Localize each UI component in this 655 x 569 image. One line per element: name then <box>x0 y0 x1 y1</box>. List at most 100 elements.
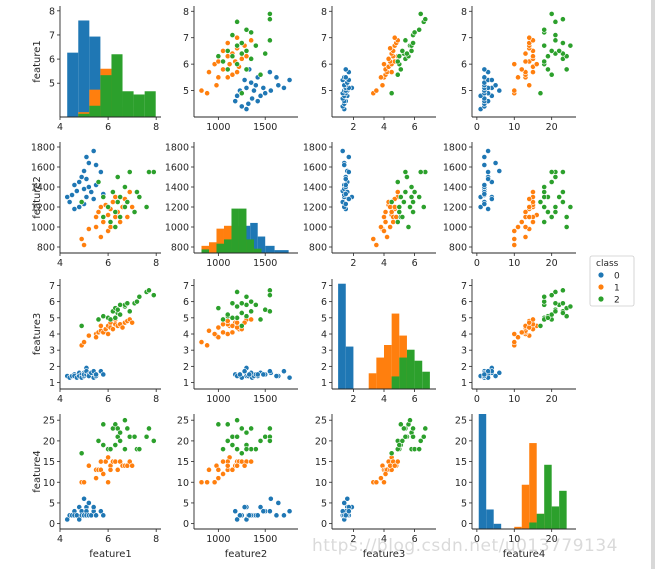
scatter-point-class-1 <box>93 475 99 482</box>
y-tick-label: 20 <box>43 436 55 447</box>
x-tick-label: 8 <box>153 394 159 405</box>
scatter-point-class-0 <box>260 508 267 515</box>
y-tick-label: 8 <box>183 7 189 18</box>
hist-bar-class-2 <box>406 349 415 389</box>
x-tick-label: 8 <box>153 122 159 133</box>
scatter-point-class-0 <box>234 92 240 99</box>
scatter-point-class-0 <box>341 162 348 168</box>
scatter-point-class-1 <box>248 316 255 323</box>
scatter-point-class-0 <box>241 77 248 83</box>
scatter-point-class-1 <box>112 194 119 200</box>
y-tick-label: 5 <box>183 313 189 324</box>
scatter-point-class-1 <box>382 219 389 225</box>
scatter-point-class-2 <box>410 425 416 432</box>
x-tick-label: 0 <box>474 394 480 405</box>
hist-bar-class-1 <box>89 89 101 117</box>
y-tick-label: 8 <box>49 6 55 17</box>
scatter-point-class-2 <box>248 425 255 432</box>
scatter-point-class-2 <box>266 37 273 44</box>
scatter-point-class-1 <box>224 462 231 469</box>
scatter-point-class-2 <box>541 42 548 49</box>
scatter-point-class-0 <box>93 512 99 519</box>
panel-feature1-vs-feature3: 5 6 7 8 2 4 6 <box>321 6 436 133</box>
scatter-point-class-2 <box>229 300 236 307</box>
hist-bar-class-0 <box>493 523 502 529</box>
scatter-point-class-1 <box>129 204 136 210</box>
scatter-point-class-1 <box>391 34 398 41</box>
hist-bar-class-0 <box>78 20 90 118</box>
scatter-point-class-2 <box>399 48 406 54</box>
x-tick-label: 6 <box>412 122 418 133</box>
scatter-point-class-2 <box>563 313 570 320</box>
scatter-point-class-1 <box>526 214 533 220</box>
y-tick-label: 2 <box>49 362 55 373</box>
scatter-point-class-1 <box>93 334 99 341</box>
scatter-point-class-0 <box>267 87 274 94</box>
scatter-point-class-0 <box>275 82 282 89</box>
scatter-point-class-2 <box>411 189 418 195</box>
scatter-point-class-1 <box>215 324 222 331</box>
scatter-point-class-2 <box>422 16 429 23</box>
panel-feature3-vs-feature3: 1 2 3 4 5 6 7 2 4 6 <box>321 279 436 405</box>
hist-bar-class-1 <box>384 345 392 389</box>
scatter-point-class-0 <box>286 77 293 83</box>
scatter-point-class-2 <box>266 437 273 444</box>
y-tick-label: 15 <box>315 457 327 468</box>
scatter-point-class-0 <box>249 95 255 102</box>
y-tick-label: 10 <box>43 478 55 489</box>
y-axis-label: feature2 <box>32 176 43 218</box>
scatter-point-class-2 <box>407 204 413 210</box>
scatter-point-class-1 <box>105 479 111 486</box>
scatter-point-class-1 <box>384 234 390 240</box>
scatter-point-class-2 <box>262 50 269 57</box>
scatter-point-class-2 <box>252 42 259 49</box>
scatter-point-class-1 <box>112 214 119 220</box>
scatter-point-class-0 <box>254 512 261 519</box>
scatter-point-class-2 <box>396 209 403 215</box>
scatter-point-class-2 <box>552 18 559 25</box>
scatter-point-class-2 <box>402 37 409 44</box>
scatter-point-class-0 <box>90 504 97 510</box>
scatter-point-class-2 <box>548 179 555 185</box>
y-tick-label: 1600 <box>303 163 327 174</box>
x-tick-label: 10 <box>508 394 520 405</box>
scatter-point-class-0 <box>76 204 83 210</box>
y-tick-label: 5 <box>321 86 327 97</box>
scatter-point-class-2 <box>552 32 559 38</box>
scatter-point-class-1 <box>110 199 116 205</box>
scatter-point-class-2 <box>394 219 401 225</box>
y-tick-label: 6 <box>461 297 467 308</box>
y-tick-label: 7 <box>461 33 467 44</box>
scatter-point-class-1 <box>97 323 104 329</box>
hist-bar-class-2 <box>78 113 90 117</box>
hist-bar-class-2 <box>223 239 232 253</box>
y-tick-label: 0 <box>461 519 467 530</box>
scatter-point-class-2 <box>410 433 416 440</box>
panel-feature2-vs-feature1: 800 1000 1200 1400 1600 1800 4 6 8 feature2 <box>31 142 161 269</box>
scatter-point-class-1 <box>530 69 536 75</box>
scatter-point-class-0 <box>85 500 92 506</box>
scatter-point-class-2 <box>560 310 566 316</box>
scatter-point-class-1 <box>526 319 533 326</box>
y-tick-label: 4 <box>461 330 467 341</box>
y-tick-label: 5 <box>183 498 189 509</box>
y-tick-label: 7 <box>461 281 467 292</box>
scatter-point-class-1 <box>81 339 87 345</box>
scatter-point-class-2 <box>131 433 138 440</box>
scatter-point-class-1 <box>97 204 104 210</box>
hist-bar-class-2 <box>216 243 224 253</box>
y-tick-label: 1600 <box>165 163 189 174</box>
hist-bar-class-1 <box>529 443 537 529</box>
scatter-point-class-2 <box>388 90 395 97</box>
scatter-point-class-0 <box>262 90 269 97</box>
scatter-point-class-1 <box>85 332 92 339</box>
scatter-point-class-1 <box>234 462 240 469</box>
scatter-point-class-1 <box>105 454 111 461</box>
scatter-point-class-2 <box>567 204 574 210</box>
scatter-point-class-2 <box>397 194 404 200</box>
y-tick-label: 6 <box>321 60 327 71</box>
scatter-point-class-2 <box>400 425 407 432</box>
scatter-point-class-2 <box>143 433 150 440</box>
y-tick-label: 1 <box>49 378 55 389</box>
scatter-point-class-2 <box>150 169 157 175</box>
